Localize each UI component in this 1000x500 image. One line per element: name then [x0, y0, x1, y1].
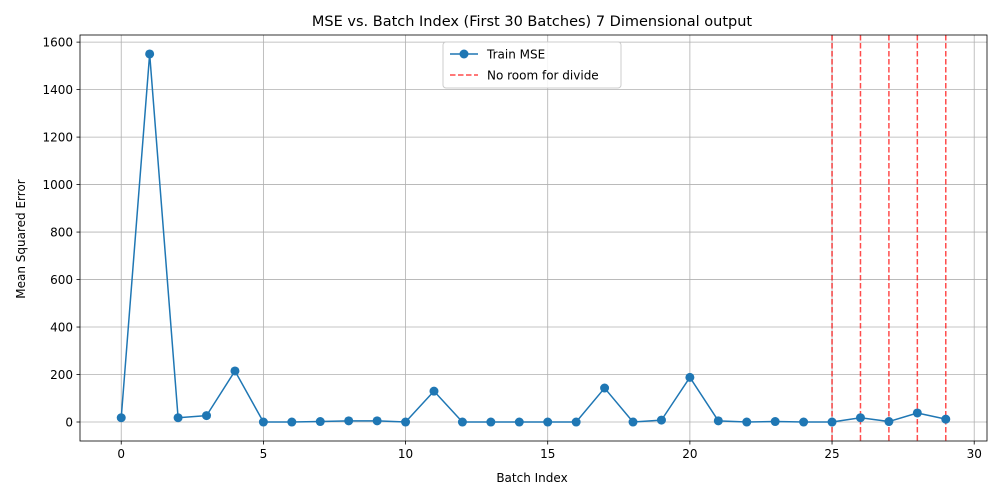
- legend-train-label: Train MSE: [486, 48, 545, 62]
- x-tick-label: 20: [682, 447, 697, 461]
- divide-markers: [831, 35, 947, 441]
- y-axis-label: Mean Squared Error: [14, 179, 28, 299]
- x-tick-label: 30: [967, 447, 982, 461]
- data-point: [514, 417, 524, 427]
- data-point: [855, 413, 865, 423]
- x-tick-label: 15: [540, 447, 555, 461]
- data-point: [173, 413, 183, 423]
- legend-train-marker: [459, 49, 469, 59]
- chart-title: MSE vs. Batch Index (First 30 Batches) 7…: [312, 14, 752, 30]
- y-tick-label: 800: [50, 226, 73, 240]
- data-point: [429, 386, 439, 396]
- data-point: [941, 414, 951, 424]
- plot-frame: [79, 34, 988, 442]
- y-tick-label: 1600: [42, 36, 73, 50]
- x-tick-label: 0: [117, 447, 125, 461]
- data-point: [742, 417, 752, 427]
- data-point: [344, 416, 354, 426]
- data-point: [287, 417, 297, 427]
- legend-divide-label: No room for divide: [487, 69, 599, 83]
- y-tick-label: 1000: [42, 178, 73, 192]
- y-tick-label: 1200: [42, 131, 73, 145]
- data-point: [230, 366, 240, 376]
- data-point: [258, 417, 268, 427]
- x-axis-label: Batch Index: [496, 471, 567, 485]
- data-point: [315, 417, 325, 427]
- legend-box: [442, 41, 622, 89]
- data-point: [457, 417, 467, 427]
- y-tick-label: 0: [65, 416, 73, 430]
- data-point: [884, 417, 894, 427]
- data-point: [372, 416, 382, 426]
- y-tick-label: 1400: [42, 83, 73, 97]
- data-point: [912, 408, 922, 418]
- data-point: [799, 417, 809, 427]
- data-point: [486, 417, 496, 427]
- x-tick-label: 25: [824, 447, 839, 461]
- data-point: [401, 417, 411, 427]
- data-point: [770, 417, 780, 427]
- series-line: [120, 53, 946, 423]
- y-axis-ticks: 0 200 400 600 800 1000 1200 1400 1600: [42, 36, 80, 430]
- x-tick-label: 5: [260, 447, 268, 461]
- x-tick-label: 10: [398, 447, 413, 461]
- data-point: [145, 49, 155, 59]
- x-axis-ticks: 0 5 10 15 20 25 30: [117, 441, 982, 461]
- data-point: [713, 416, 723, 426]
- data-point: [202, 411, 212, 421]
- data-point: [543, 417, 553, 427]
- data-point: [571, 417, 581, 427]
- legend: Train MSE No room for divide: [442, 41, 622, 89]
- y-tick-label: 200: [50, 368, 73, 382]
- data-point: [656, 415, 666, 425]
- data-point: [685, 372, 695, 382]
- data-point: [600, 383, 610, 393]
- train-mse-series: [116, 49, 951, 427]
- data-point: [116, 413, 126, 423]
- y-tick-label: 600: [50, 273, 73, 287]
- data-point: [827, 417, 837, 427]
- data-point: [628, 417, 638, 427]
- y-tick-label: 400: [50, 321, 73, 335]
- grid: [80, 35, 987, 441]
